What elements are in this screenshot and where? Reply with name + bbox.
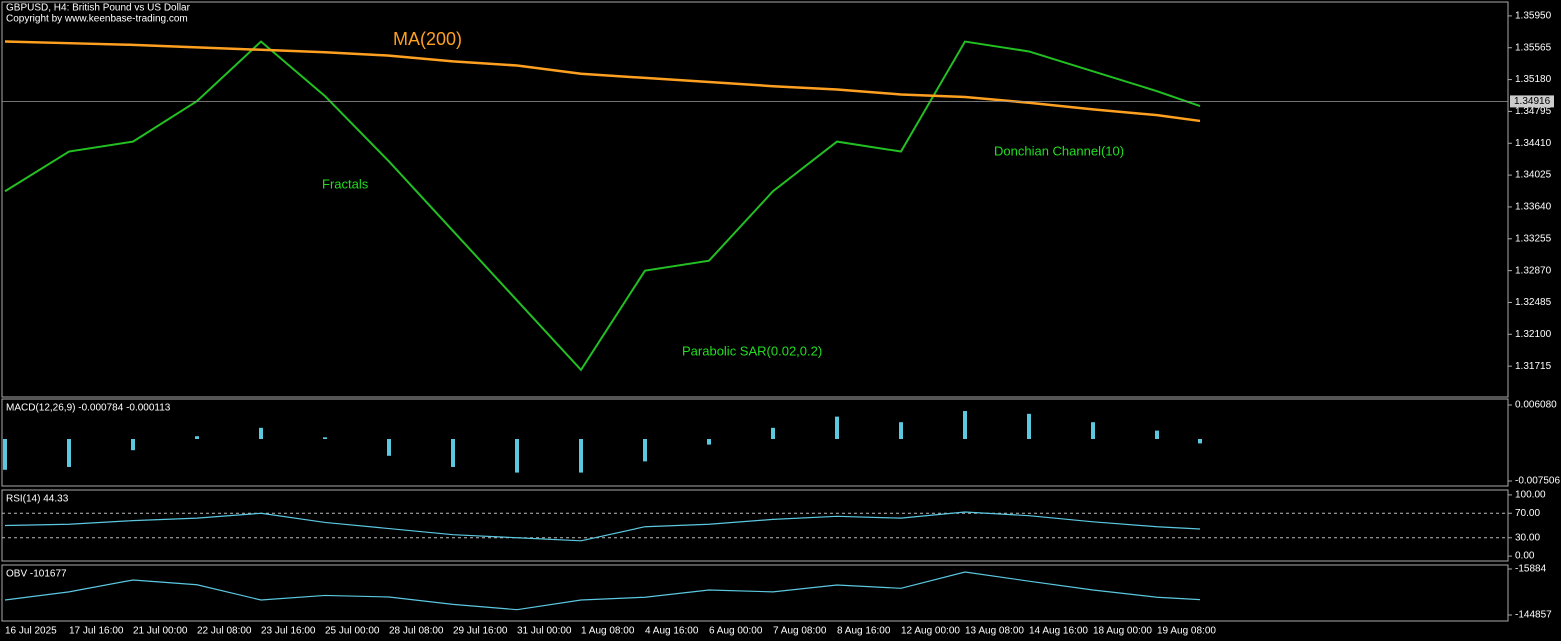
current-price-label: 1.34916	[1514, 96, 1551, 107]
indicator-label: OBV -101677	[6, 569, 67, 580]
histogram-bar	[899, 422, 903, 440]
panel-frame	[1, 1, 1509, 398]
chart-title: GBPUSD, H4: British Pound vs US Dollar	[6, 3, 191, 14]
y-tick-label: -0.007506	[1515, 476, 1560, 487]
histogram-bar	[259, 427, 263, 440]
histogram-bar	[835, 416, 839, 440]
y-tick-label: 1.32485	[1515, 297, 1552, 308]
y-tick-label: -144857	[1515, 610, 1552, 621]
price-line	[4, 40, 1201, 123]
histogram-bar	[643, 439, 647, 462]
x-tick-label: 7 Aug 08:00	[773, 626, 827, 637]
x-tick-label: 6 Aug 00:00	[709, 626, 763, 637]
indicator-line	[4, 571, 1201, 611]
y-tick-label: 1.35180	[1515, 74, 1552, 85]
histogram-bar	[771, 427, 775, 440]
y-tick-label: 1.35565	[1515, 42, 1552, 53]
copyright: Copyright by www.keenbase-trading.com	[6, 14, 188, 25]
y-tick-label: 1.33640	[1515, 202, 1552, 213]
panel-frame	[1, 398, 1509, 487]
histogram-bar	[1027, 413, 1031, 440]
y-tick-label: 0.006080	[1515, 400, 1557, 411]
y-tick-label: 1.34025	[1515, 170, 1552, 181]
histogram-bar	[515, 439, 519, 473]
annotation: Fractals	[322, 176, 369, 191]
annotation: MA(200)	[393, 29, 462, 49]
histogram-bar	[195, 436, 199, 440]
histogram-bar	[451, 439, 455, 467]
x-tick-label: 17 Jul 16:00	[69, 626, 124, 637]
histogram-bar	[963, 411, 967, 440]
y-tick-label: 1.34795	[1515, 106, 1552, 117]
y-tick-label: 1.33255	[1515, 233, 1552, 244]
annotation: Donchian Channel(10)	[994, 143, 1124, 158]
y-tick-label: 30.00	[1515, 532, 1540, 543]
x-tick-label: 29 Jul 16:00	[453, 626, 508, 637]
x-tick-label: 14 Aug 16:00	[1029, 626, 1088, 637]
x-tick-label: 16 Jul 2025	[5, 626, 57, 637]
histogram-bar	[387, 439, 391, 456]
histogram-bar	[131, 439, 135, 451]
indicator-line	[4, 511, 1201, 542]
x-tick-label: 31 Jul 00:00	[517, 626, 572, 637]
y-tick-label: 70.00	[1515, 508, 1540, 519]
y-tick-label: 1.32870	[1515, 265, 1552, 276]
price-line	[4, 40, 1201, 372]
x-tick-label: 18 Aug 00:00	[1093, 626, 1152, 637]
annotation: Parabolic SAR(0.02,0.2)	[682, 343, 822, 358]
panel-frame	[1, 489, 1509, 562]
x-tick-label: 21 Jul 00:00	[133, 626, 188, 637]
histogram-bar	[579, 439, 583, 473]
histogram-bar	[1091, 422, 1095, 440]
y-tick-label: 1.34410	[1515, 138, 1552, 149]
x-tick-label: 8 Aug 16:00	[837, 626, 891, 637]
y-tick-label: -15884	[1515, 564, 1547, 575]
histogram-bar	[3, 439, 7, 470]
x-tick-label: 12 Aug 00:00	[901, 626, 960, 637]
x-tick-label: 4 Aug 16:00	[645, 626, 699, 637]
y-tick-label: 100.00	[1515, 490, 1546, 501]
histogram-bar	[707, 439, 711, 445]
histogram-bar	[323, 437, 327, 440]
x-tick-label: 22 Jul 08:00	[197, 626, 252, 637]
y-tick-label: 0.00	[1515, 551, 1535, 562]
histogram-bar	[1155, 430, 1159, 440]
x-tick-label: 28 Jul 08:00	[389, 626, 444, 637]
x-tick-label: 1 Aug 08:00	[581, 626, 635, 637]
x-tick-label: 13 Aug 08:00	[965, 626, 1024, 637]
x-tick-label: 23 Jul 16:00	[261, 626, 316, 637]
x-tick-label: 25 Jul 00:00	[325, 626, 380, 637]
current-price-box	[1510, 95, 1554, 108]
indicator-label: RSI(14) 44.33	[6, 494, 69, 505]
histogram-bar	[67, 439, 71, 467]
indicator-label: MACD(12,26,9) -0.000784 -0.000113	[6, 403, 171, 414]
y-tick-label: 1.31715	[1515, 361, 1552, 372]
x-tick-label: 19 Aug 08:00	[1157, 626, 1216, 637]
panel-frame	[1, 564, 1509, 622]
y-tick-label: 1.35950	[1515, 11, 1552, 22]
y-tick-label: 1.32100	[1515, 329, 1552, 340]
histogram-bar	[1198, 439, 1202, 444]
